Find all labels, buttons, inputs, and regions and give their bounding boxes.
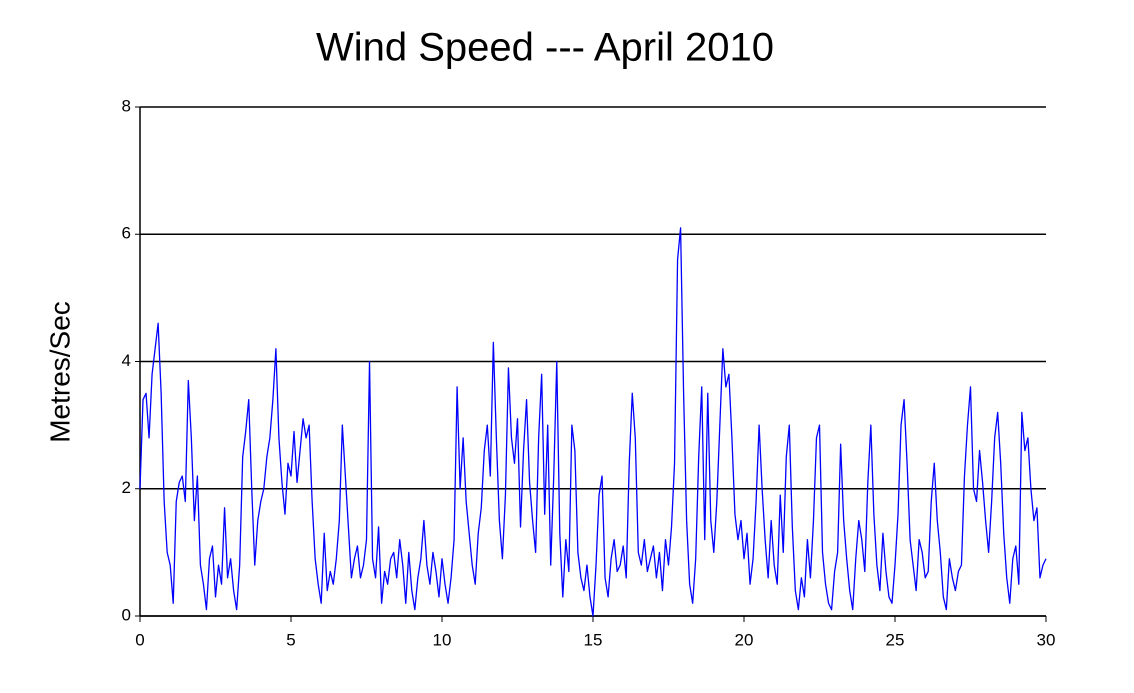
y-tick-label: 0 — [122, 605, 131, 624]
y-tick-label: 8 — [122, 96, 131, 115]
y-tick-label: 2 — [122, 478, 131, 497]
x-tick-label: 25 — [886, 630, 905, 649]
x-tick-label: 10 — [433, 630, 452, 649]
y-axis-label: Metres/Sec — [44, 301, 75, 443]
x-tick-label: 30 — [1037, 630, 1056, 649]
x-tick-label: 5 — [286, 630, 295, 649]
x-tick-label: 0 — [135, 630, 144, 649]
x-tick-label: 20 — [735, 630, 754, 649]
y-tick-label: 6 — [122, 224, 131, 243]
y-tick-label: 4 — [122, 351, 131, 370]
chart-title: Wind Speed --- April 2010 — [316, 26, 774, 70]
line-series — [139, 227, 1047, 617]
x-tick-label: 15 — [584, 630, 603, 649]
